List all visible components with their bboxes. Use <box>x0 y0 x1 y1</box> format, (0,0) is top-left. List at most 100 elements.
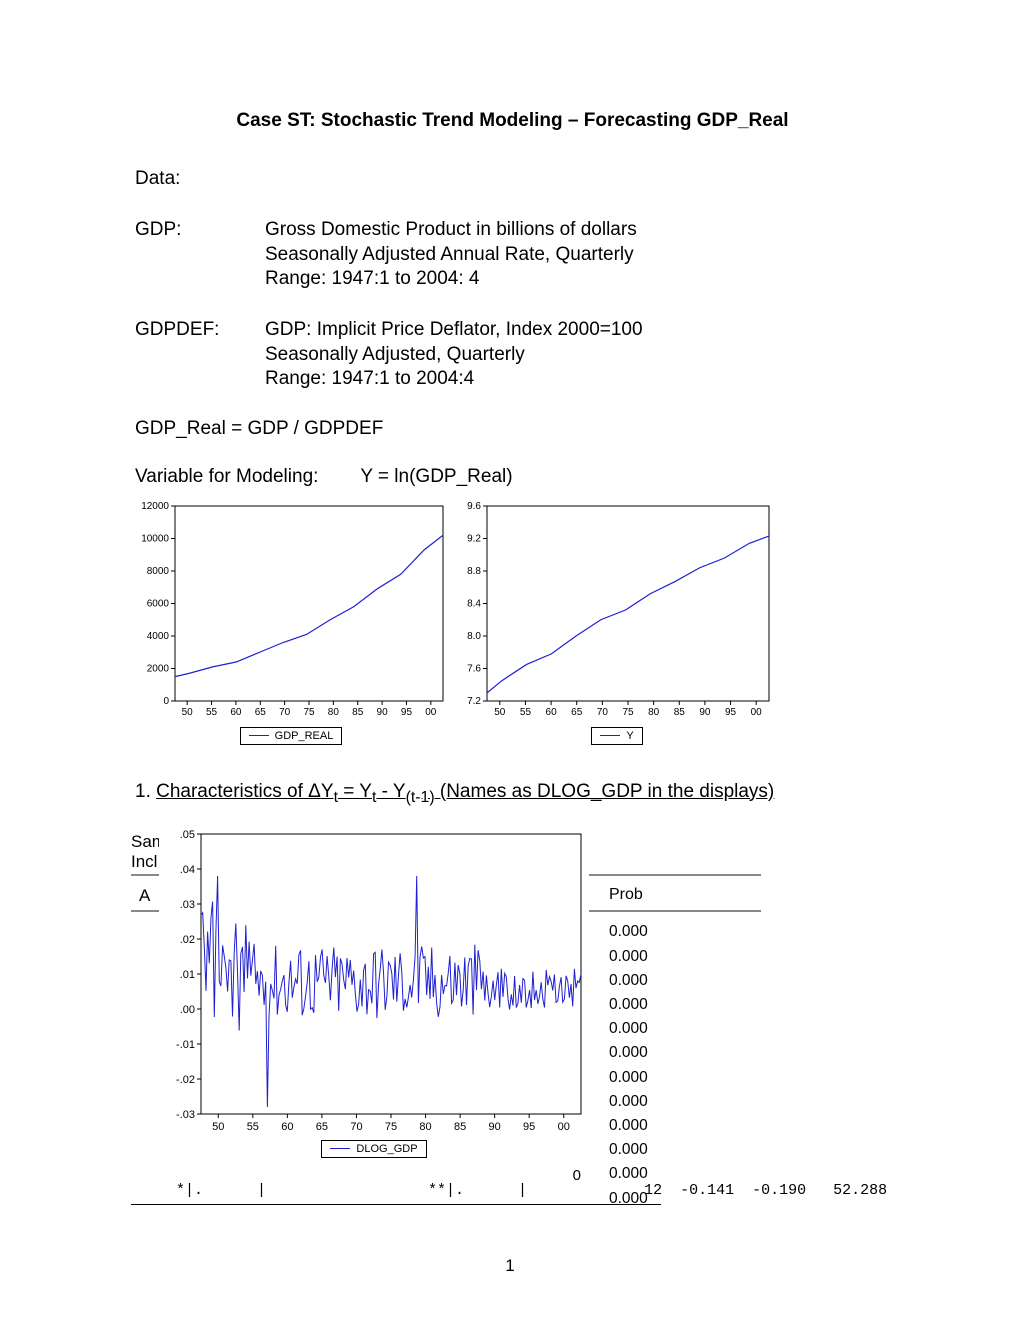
svg-text:75: 75 <box>622 707 634 718</box>
svg-text:.04: .04 <box>180 864 195 876</box>
svg-text:65: 65 <box>255 707 267 718</box>
svg-text:50: 50 <box>494 707 506 718</box>
svg-text:00: 00 <box>425 707 437 718</box>
svg-text:85: 85 <box>674 707 686 718</box>
svg-text:8.4: 8.4 <box>467 599 481 610</box>
svg-text:9.2: 9.2 <box>467 534 481 545</box>
svg-text:90: 90 <box>699 707 711 718</box>
def-line: Range: 1947:1 to 2004:4 <box>265 367 890 392</box>
svg-text:.00: .00 <box>180 1004 195 1016</box>
legend-label: DLOG_GDP <box>356 1143 417 1155</box>
page-number: 1 <box>0 1256 1020 1276</box>
def-gdpdef: GDPDEF: GDP: Implicit Price Deflator, In… <box>135 318 890 392</box>
svg-text:85: 85 <box>454 1121 466 1133</box>
top-charts-row: 0200040006000800010000120005055606570758… <box>131 498 890 745</box>
svg-text:8.0: 8.0 <box>467 631 481 642</box>
svg-text:8.8: 8.8 <box>467 566 481 577</box>
svg-text:.02: .02 <box>180 934 195 946</box>
formula-gdp-real: GDP_Real = GDP / GDPDEF <box>135 418 890 440</box>
def-line: GDP: Implicit Price Deflator, Index 2000… <box>265 318 890 343</box>
def-term: GDPDEF: <box>135 318 265 392</box>
svg-text:65: 65 <box>571 707 583 718</box>
svg-text:90: 90 <box>377 707 389 718</box>
svg-text:7.2: 7.2 <box>467 696 481 707</box>
svg-text:.03: .03 <box>180 899 195 911</box>
def-line: Gross Domestic Product in billions of do… <box>265 218 890 243</box>
var-label: Variable for Modeling: <box>135 466 318 487</box>
svg-text:9.6: 9.6 <box>467 501 481 512</box>
svg-text:.05: .05 <box>180 829 195 841</box>
prob-val: 0.000 <box>609 1114 648 1138</box>
data-heading: Data: <box>135 168 890 190</box>
svg-text:60: 60 <box>230 707 242 718</box>
def-body: GDP: Implicit Price Deflator, Index 2000… <box>265 318 890 392</box>
svg-text:2000: 2000 <box>147 664 170 675</box>
svg-text:60: 60 <box>281 1121 293 1133</box>
svg-text:00: 00 <box>751 707 763 718</box>
bg-rule <box>581 910 761 912</box>
svg-text:55: 55 <box>247 1121 259 1133</box>
svg-text:00: 00 <box>558 1121 570 1133</box>
chart-svg: 7.27.68.08.48.89.29.65055606570758085909… <box>457 498 777 723</box>
svg-text:50: 50 <box>212 1121 224 1133</box>
prob-column: Prob 0.000 0.000 0.000 0.000 0.000 0.000… <box>609 886 648 1210</box>
svg-text:80: 80 <box>328 707 340 718</box>
svg-text:80: 80 <box>648 707 660 718</box>
chart-gdp-real: 0200040006000800010000120005055606570758… <box>131 498 451 745</box>
svg-text:4000: 4000 <box>147 631 170 642</box>
definitions: GDP: Gross Domestic Product in billions … <box>135 218 890 392</box>
svg-text:10000: 10000 <box>141 534 169 545</box>
svg-text:6000: 6000 <box>147 599 170 610</box>
legend-line-icon <box>249 735 269 736</box>
svg-text:55: 55 <box>520 707 532 718</box>
legend-label: GDP_REAL <box>275 730 334 742</box>
prob-val: 0.000 <box>609 969 648 993</box>
svg-text:85: 85 <box>352 707 364 718</box>
variable-for-modeling: Variable for Modeling: Y = ln(GDP_Real) <box>135 466 890 488</box>
prob-header: Prob <box>609 886 648 904</box>
bg-a: A <box>139 886 150 906</box>
prob-val: 0.000 <box>609 1017 648 1041</box>
svg-text:75: 75 <box>385 1121 397 1133</box>
legend-y: Y <box>591 727 642 745</box>
svg-text:75: 75 <box>303 707 315 718</box>
chart-svg: 0200040006000800010000120005055606570758… <box>131 498 451 723</box>
def-line: Seasonally Adjusted Annual Rate, Quarter… <box>265 243 890 268</box>
svg-text:70: 70 <box>597 707 609 718</box>
svg-text:.01: .01 <box>180 969 195 981</box>
section-num: 1. <box>135 781 156 802</box>
legend-label: Y <box>626 730 633 742</box>
svg-text:-.01: -.01 <box>176 1039 195 1051</box>
svg-text:95: 95 <box>725 707 737 718</box>
svg-text:95: 95 <box>523 1121 535 1133</box>
bottom-rule <box>131 1204 661 1205</box>
legend-dlog-gdp: DLOG_GDP <box>321 1140 426 1158</box>
svg-text:0: 0 <box>163 696 169 707</box>
prob-val: 0.000 <box>609 1041 648 1065</box>
legend-line-icon <box>600 735 620 736</box>
svg-text:95: 95 <box>401 707 413 718</box>
svg-text:70: 70 <box>350 1121 362 1133</box>
bottom-area: Sam Incl A 4 3 0 2 5 0 0 5 1 5 0 Prob 0.… <box>131 824 890 1204</box>
section-1-heading: 1. Characteristics of ΔYt = Yt - Y(t-1) … <box>135 781 890 807</box>
prob-val: 0.000 <box>609 993 648 1017</box>
svg-text:-.02: -.02 <box>176 1074 195 1086</box>
page-title: Case ST: Stochastic Trend Modeling – For… <box>135 110 890 132</box>
chart-y: 7.27.68.08.48.89.29.65055606570758085909… <box>457 498 777 745</box>
svg-text:80: 80 <box>419 1121 431 1133</box>
var-expr: Y = ln(GDP_Real) <box>360 466 512 487</box>
prob-val: 0.000 <box>609 945 648 969</box>
bg-rule <box>581 874 761 876</box>
prob-val: 0.000 <box>609 920 648 944</box>
svg-text:8000: 8000 <box>147 566 170 577</box>
svg-text:50: 50 <box>182 707 194 718</box>
def-line: Seasonally Adjusted, Quarterly <box>265 343 890 368</box>
prob-val: 0.000 <box>609 1138 648 1162</box>
prob-val: 0.000 <box>609 1090 648 1114</box>
svg-text:12000: 12000 <box>141 501 169 512</box>
svg-text:55: 55 <box>206 707 218 718</box>
svg-text:65: 65 <box>316 1121 328 1133</box>
legend-line-icon <box>330 1148 350 1149</box>
svg-text:90: 90 <box>489 1121 501 1133</box>
stat-row: *|. | **|. | 12 -0.141 -0.190 52.288 <box>149 1182 887 1199</box>
